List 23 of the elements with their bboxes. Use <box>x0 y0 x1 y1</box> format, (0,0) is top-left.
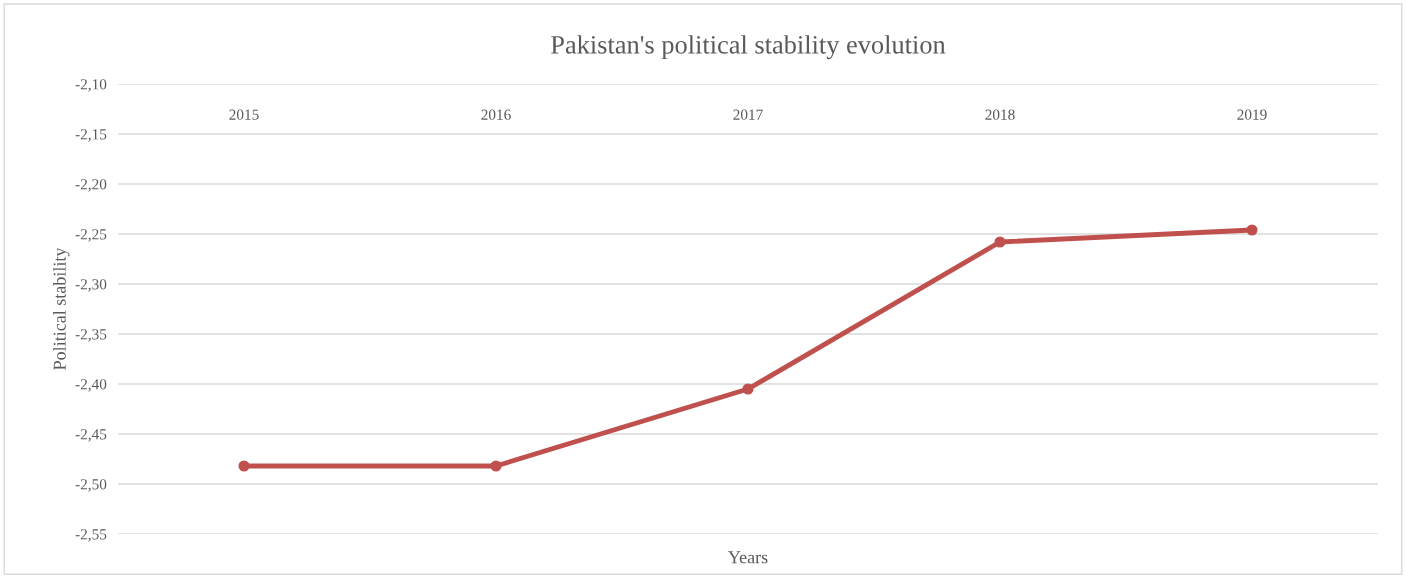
point <box>994 236 1006 248</box>
x-tick-label: 2018 <box>985 109 1015 120</box>
chart-title: Pakistan's political stability evolution <box>551 35 946 60</box>
point <box>238 460 250 472</box>
point <box>490 460 502 472</box>
y-tick-label: -2,20 <box>75 179 107 192</box>
point <box>1246 224 1258 236</box>
y-tick-label: -2,35 <box>75 329 107 342</box>
x-axis-title: Years <box>728 551 768 564</box>
y-tick-label: -2,50 <box>75 479 107 492</box>
x-tick-label: 2017 <box>733 109 763 120</box>
y-axis-title: Political stability <box>53 247 70 370</box>
x-tick-label: 2016 <box>481 109 511 120</box>
y-tick-label: -2,55 <box>75 529 107 542</box>
x-tick-label: 2015 <box>229 109 259 120</box>
y-tick-label: -2,30 <box>75 279 107 292</box>
y-tick-label: -2,15 <box>75 129 107 142</box>
point <box>742 383 754 395</box>
y-tick-label: -2,40 <box>75 379 107 392</box>
y-tick-label: -2,45 <box>75 429 107 442</box>
x-tick-label: 2019 <box>1237 109 1267 120</box>
y-tick-label: -2,10 <box>75 79 107 92</box>
y-tick-label: -2,25 <box>75 229 107 242</box>
